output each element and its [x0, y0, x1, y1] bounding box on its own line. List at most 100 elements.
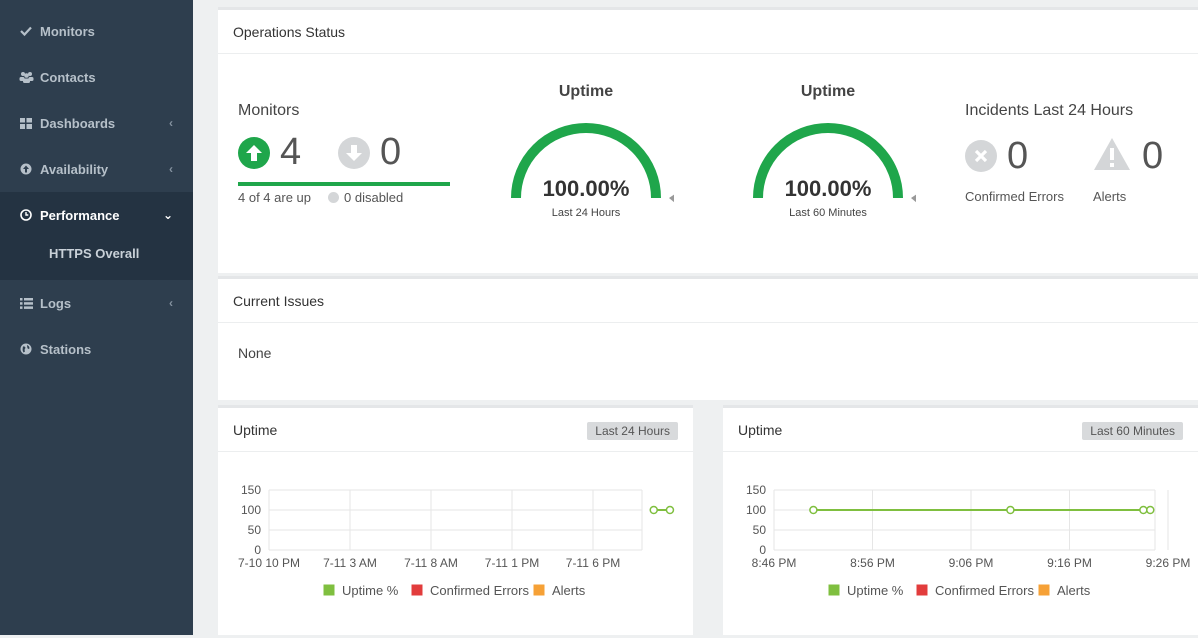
data-point	[1006, 505, 1015, 515]
grid-icon	[18, 117, 34, 129]
sidebar-item-availability[interactable]: Availability ‹	[0, 146, 193, 192]
operations-status-panel: Operations Status Monitors 4 0 4 of 4 ar…	[218, 7, 1198, 273]
x-tick-label: 7-11 8 AM	[404, 556, 458, 570]
data-point	[809, 505, 818, 515]
x-tick-label: 7-11 6 PM	[566, 556, 620, 570]
sidebar-item-logs[interactable]: Logs ‹	[0, 280, 193, 326]
gauge-value: 100.00%	[784, 176, 872, 201]
legend-label: Uptime %	[342, 583, 399, 598]
sidebar-item-contacts[interactable]: Contacts	[0, 54, 193, 100]
gauge-title: Uptime	[558, 83, 614, 100]
x-tick-label: 7-10 10 PM	[238, 556, 300, 570]
arrow-down-icon	[338, 137, 370, 169]
pause-icon	[328, 192, 339, 203]
chevron-left-icon: ‹	[169, 296, 173, 310]
y-tick-label: 100	[746, 503, 766, 517]
current-issues-panel: Current Issues None	[218, 276, 1198, 400]
legend-label: Confirmed Errors	[935, 583, 1034, 598]
gauge-title: Uptime	[800, 83, 856, 100]
uptime-gauge-60m	[753, 123, 916, 203]
x-tick-label: 8:46 PM	[752, 556, 797, 570]
data-point	[1146, 505, 1155, 515]
y-tick-label: 50	[753, 523, 767, 537]
sidebar-item-label: Availability	[40, 161, 109, 177]
sidebar-item-label: Dashboards	[40, 115, 116, 131]
legend-swatch	[1037, 583, 1051, 597]
monitors-heading: Monitors	[238, 102, 300, 119]
sidebar-item-label: Stations	[40, 341, 92, 357]
legend-swatch	[410, 583, 424, 597]
legend-label: Alerts	[552, 583, 586, 598]
globe-icon	[18, 343, 34, 355]
panel-title: Current Issues	[218, 279, 1198, 323]
arrow-circle-icon	[18, 163, 34, 175]
panel-title: Uptime	[723, 408, 1198, 452]
warning-icon	[1094, 138, 1130, 170]
uptime-chart-60m: 150 100 50 08:46 PM 8:56 PM 9:06 PM 9:16 PM 9:2…	[746, 483, 1191, 598]
panel-title: Operations Status	[218, 10, 1198, 54]
sidebar-item-stations[interactable]: Stations	[0, 326, 193, 372]
sidebar: Monitors Contacts Dashboards ‹ Availabil…	[0, 0, 193, 635]
legend-label: Alerts	[1057, 583, 1091, 598]
legend-label: Uptime %	[847, 583, 904, 598]
sidebar-submenu: HTTPS Overall	[0, 238, 193, 280]
alerts-label: Alerts	[1093, 189, 1127, 204]
y-tick-label: 100	[241, 503, 261, 517]
list-icon	[18, 297, 34, 309]
sidebar-item-label: Monitors	[40, 23, 95, 39]
gauge-value: 100.00%	[542, 176, 630, 201]
alerts-count: 0	[1142, 135, 1164, 177]
uptime-60m-panel: Uptime Last 60 Minutes 150 100 50 0 8:46 PM 8…	[723, 405, 1198, 635]
x-tick-label: 7-11 3 AM	[323, 556, 377, 570]
y-tick-label: 150	[746, 483, 766, 497]
uptime-24h-panel: Uptime Last 24 Hours 150 100 50 0 7-10 10 PM…	[218, 405, 693, 635]
arrow-up-icon	[238, 137, 270, 169]
monitors-down-count: 0	[380, 131, 402, 173]
sidebar-item-label: Contacts	[40, 69, 96, 85]
sidebar-item-label: Logs	[40, 295, 72, 311]
incidents-heading: Incidents Last 24 Hours	[965, 102, 1134, 119]
panel-title: Uptime	[218, 408, 693, 452]
data-point	[1139, 505, 1148, 515]
time-range-badge: Last 24 Hours	[587, 422, 678, 440]
monitors-up-text: 4 of 4 are up	[238, 190, 311, 205]
chevron-left-icon: ‹	[169, 116, 173, 130]
y-tick-label: 150	[241, 483, 261, 497]
uptime-gauge-24h	[511, 123, 674, 203]
sidebar-subitem-https-overall[interactable]: HTTPS Overall	[49, 246, 140, 261]
error-x-icon	[965, 140, 997, 172]
errors-label: Confirmed Errors	[965, 189, 1064, 204]
x-tick-label: 9:26 PM	[1146, 556, 1191, 570]
users-icon	[18, 71, 34, 83]
errors-count: 0	[1007, 135, 1029, 177]
legend-swatch	[532, 583, 546, 597]
y-tick-label: 0	[254, 543, 261, 557]
sidebar-item-performance[interactable]: Performance ⌄	[0, 192, 193, 238]
legend-swatch	[322, 583, 336, 597]
x-tick-label: 9:06 PM	[949, 556, 994, 570]
uptime-chart-24h: 150 100 50 07-10 10 PM 7-11 3 AM 7-11 8 AM 7-1…	[238, 483, 675, 598]
monitors-up-count: 4	[280, 131, 302, 173]
monitors-up-bar	[238, 182, 450, 186]
gauge-subtitle: Last 60 Minutes	[789, 207, 867, 219]
chevron-left-icon: ‹	[169, 162, 173, 176]
sidebar-item-label: Performance	[40, 207, 120, 223]
sidebar-item-monitors[interactable]: Monitors	[0, 8, 193, 54]
legend-swatch	[827, 583, 841, 597]
monitors-disabled-text: 0 disabled	[344, 190, 404, 205]
y-tick-label: 0	[759, 543, 766, 557]
monitors-up-bar-fill	[238, 182, 450, 186]
legend-swatch	[915, 583, 929, 597]
time-range-badge: Last 60 Minutes	[1082, 422, 1183, 440]
clock-icon	[18, 209, 34, 221]
issues-text: None	[238, 345, 272, 361]
sidebar-item-dashboards[interactable]: Dashboards ‹	[0, 100, 193, 146]
data-point	[649, 505, 658, 515]
chevron-down-icon: ⌄	[162, 208, 173, 222]
x-tick-label: 9:16 PM	[1047, 556, 1092, 570]
check-icon	[18, 25, 34, 37]
x-tick-label: 7-11 1 PM	[485, 556, 539, 570]
x-tick-label: 8:56 PM	[850, 556, 895, 570]
gauge-subtitle: Last 24 Hours	[551, 207, 621, 219]
data-point	[665, 505, 675, 515]
